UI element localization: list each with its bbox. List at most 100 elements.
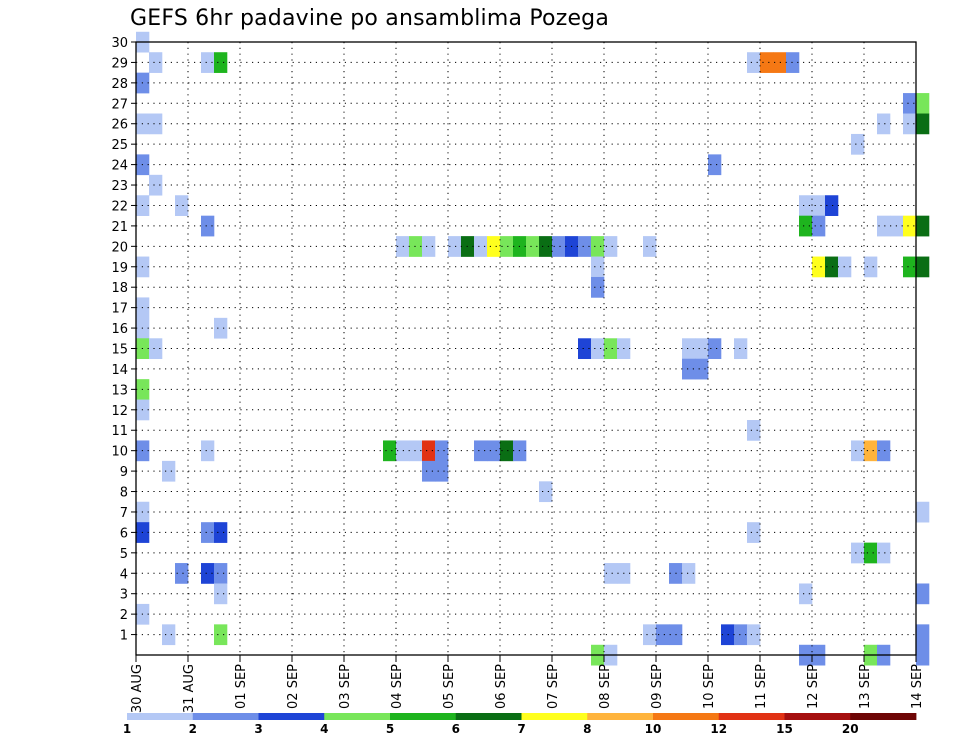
y-tick-label: 11	[111, 424, 128, 439]
heatmap-cell	[175, 195, 189, 216]
heatmap-cell	[149, 113, 163, 135]
heatmap-cell	[214, 52, 228, 73]
heatmap-cell	[435, 440, 449, 462]
heatmap-cell	[591, 256, 605, 278]
heatmap-cell	[149, 338, 163, 360]
colorbar-swatch	[258, 713, 325, 720]
colorbar: 1 2 3 4 5 6 7 8 10 12 15 20	[123, 713, 917, 736]
colorbar-label: 1	[123, 722, 131, 736]
heatmap-cell	[825, 256, 839, 278]
y-tick-label: 3	[120, 588, 128, 603]
y-tick-label: 20	[111, 240, 128, 255]
heatmap-cell	[864, 440, 878, 462]
heatmap-cell	[201, 522, 215, 543]
heatmap-cell	[851, 133, 865, 155]
heatmap-cell	[734, 338, 748, 360]
heatmap-cell	[409, 440, 423, 462]
y-tick-label: 15	[111, 343, 128, 358]
heatmap-cell	[201, 215, 215, 237]
y-tick-label: 12	[111, 404, 128, 419]
colorbar-swatch	[192, 713, 259, 720]
heatmap-cell	[877, 440, 891, 462]
heatmap-cell	[916, 113, 930, 135]
y-tick-label: 17	[111, 302, 128, 317]
colorbar-label: 8	[583, 722, 591, 736]
heatmap-cell	[539, 236, 553, 257]
heatmap-cell	[747, 52, 761, 73]
heatmap-cell	[552, 236, 566, 257]
heatmap-cell	[383, 440, 397, 462]
heatmap-cell	[214, 522, 228, 543]
colorbar-label: 3	[254, 722, 262, 736]
heatmap-cell	[799, 583, 813, 605]
heatmap-cell	[825, 195, 839, 216]
y-axis: 1234567891011121314151617181920212223242…	[111, 36, 136, 644]
heatmap-cell	[500, 236, 514, 257]
heatmap-cell	[916, 215, 930, 237]
x-tick-label: 11 SEP	[754, 664, 769, 709]
x-tick-label: 02 SEP	[286, 664, 301, 709]
x-tick-label: 08 SEP	[598, 664, 613, 709]
heatmap-cell	[682, 338, 696, 360]
y-tick-label: 16	[111, 322, 128, 337]
y-tick-label: 2	[120, 608, 128, 623]
colorbar-label: 10	[645, 722, 662, 736]
y-tick-label: 5	[120, 547, 128, 562]
heatmap-cells	[136, 31, 930, 666]
heatmap-cell	[773, 52, 787, 73]
colorbar-label: 2	[189, 722, 197, 736]
heatmap-cell	[812, 256, 826, 278]
heatmap-cell	[877, 113, 891, 135]
colorbar-swatch	[718, 713, 785, 720]
y-tick-label: 23	[111, 179, 128, 194]
x-tick-label: 03 SEP	[338, 664, 353, 709]
heatmap-cell	[799, 195, 813, 216]
heatmap-cell	[812, 195, 826, 216]
y-tick-label: 24	[111, 159, 128, 174]
colorbar-label: 6	[452, 722, 460, 736]
y-tick-label: 14	[111, 363, 128, 378]
heatmap-cell	[604, 236, 618, 257]
colorbar-label: 7	[517, 722, 525, 736]
heatmap-cell	[604, 563, 618, 584]
x-tick-label: 06 SEP	[494, 664, 509, 709]
heatmap-cell	[643, 236, 657, 257]
heatmap-cell	[422, 236, 436, 257]
heatmap-cell	[591, 276, 605, 298]
y-tick-label: 1	[120, 629, 128, 644]
heatmap-cell	[214, 583, 228, 605]
y-tick-label: 19	[111, 261, 128, 276]
colorbar-swatch	[324, 713, 391, 720]
colorbar-label: 12	[710, 722, 727, 736]
heatmap-cell	[149, 174, 163, 196]
heatmap-cell	[435, 460, 449, 482]
colorbar-swatch	[455, 713, 522, 720]
x-tick-label: 12 SEP	[806, 664, 821, 709]
heatmap-cell	[903, 93, 917, 114]
heatmap-cell	[708, 154, 722, 176]
heatmap-cell	[747, 624, 761, 646]
heatmap-cell	[474, 236, 488, 257]
heatmap-cell	[526, 236, 540, 257]
colorbar-swatch	[653, 713, 720, 720]
heatmap-cell	[591, 236, 605, 257]
heatmap-cell	[591, 338, 605, 360]
y-tick-label: 8	[120, 486, 128, 501]
heatmap-cell	[916, 644, 930, 666]
x-tick-label: 05 SEP	[442, 664, 457, 709]
colorbar-swatch	[850, 713, 917, 720]
grid-lines	[136, 41, 916, 655]
heatmap-cell	[812, 215, 826, 237]
heatmap-cell	[500, 440, 514, 462]
y-tick-label: 7	[120, 506, 128, 521]
heatmap-cell	[487, 236, 501, 257]
x-tick-label: 31 AUG	[182, 664, 197, 713]
heatmap-cell	[747, 420, 761, 441]
heatmap-cell	[149, 52, 163, 73]
colorbar-swatch	[127, 713, 194, 720]
x-tick-label: 09 SEP	[650, 664, 665, 709]
heatmap-cell	[903, 215, 917, 237]
colorbar-swatch	[784, 713, 851, 720]
y-tick-label: 26	[111, 118, 128, 133]
y-tick-label: 6	[120, 526, 128, 541]
